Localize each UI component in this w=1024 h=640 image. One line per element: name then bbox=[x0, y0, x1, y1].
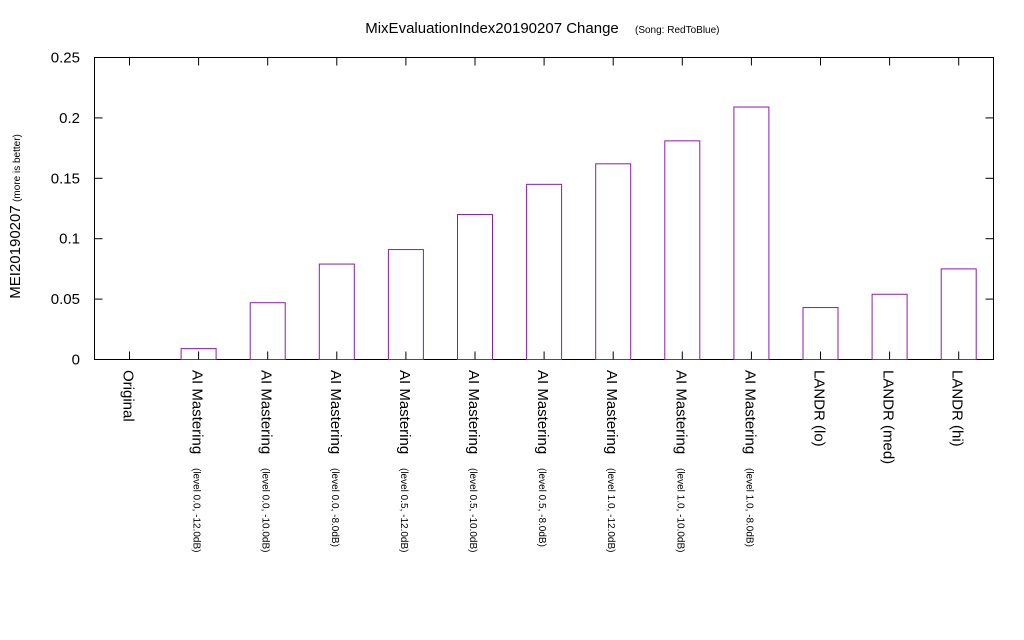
y-tick-label: 0.15 bbox=[51, 170, 80, 187]
bar bbox=[387, 249, 424, 361]
bar bbox=[733, 106, 770, 360]
bars bbox=[180, 106, 977, 361]
x-tick-sublabel: (level 0.5, -10.0dB) bbox=[467, 468, 478, 553]
bar bbox=[457, 214, 493, 360]
plot-frame bbox=[94, 57, 994, 360]
x-tick-sublabel: (level 1.0, -12.0dB) bbox=[605, 468, 616, 553]
bar bbox=[526, 183, 563, 360]
x-tick-label-group: AI Mastering (level 1.0, -8.0dB) bbox=[741, 370, 758, 547]
x-tick-label-group: AI Mastering (level 1.0, -12.0dB) bbox=[603, 370, 620, 553]
x-tick-sublabel: (level 0.0, -10.0dB) bbox=[260, 468, 271, 553]
x-tick-label-group: LANDR (lo) bbox=[811, 370, 828, 447]
x-tick-label-group: AI Mastering (level 0.5, -10.0dB) bbox=[465, 370, 482, 553]
x-tick-label: AI Mastering bbox=[327, 370, 344, 454]
x-tick-label: AI Mastering bbox=[258, 370, 275, 454]
x-tick-label: Original bbox=[120, 370, 137, 422]
y-axis-label: MEI20190207 bbox=[7, 205, 24, 298]
x-tick-label: AI Mastering bbox=[396, 370, 413, 454]
x-tick-sublabel: (level 1.0, -8.0dB) bbox=[743, 468, 754, 547]
bar bbox=[249, 302, 286, 360]
x-tick-label-group: AI Mastering (level 0.0, -8.0dB) bbox=[327, 370, 344, 547]
x-tick-label: LANDR (hi) bbox=[949, 370, 966, 447]
x-tick-sublabel: (level 0.0, -8.0dB) bbox=[329, 468, 340, 547]
x-tick-label-group: AI Mastering (level 0.0, -12.0dB) bbox=[189, 370, 206, 553]
y-tick-label: 0 bbox=[72, 352, 80, 369]
y-axis-label-note: (more is better) bbox=[12, 134, 23, 202]
x-tick-label: AI Mastering bbox=[603, 370, 620, 454]
bar bbox=[595, 163, 632, 360]
x-tick-label-group: LANDR (med) bbox=[880, 370, 897, 464]
y-axis: 0 0.05 0.1 0.15 0.2 0.25 bbox=[51, 50, 994, 369]
x-tick-sublabel: (level 0.5, -8.0dB) bbox=[536, 468, 547, 547]
x-tick-label: LANDR (med) bbox=[880, 370, 897, 464]
x-tick-label-group: AI Mastering (level 1.0, -10.0dB) bbox=[672, 370, 689, 553]
y-tick-label: 0.2 bbox=[59, 110, 80, 127]
bar bbox=[871, 293, 908, 361]
x-tick-label: AI Mastering bbox=[741, 370, 758, 454]
x-tick-label-group: LANDR (hi) bbox=[949, 370, 966, 447]
x-tick-label: AI Mastering bbox=[672, 370, 689, 454]
chart-title: MixEvaluationIndex20190207 Change bbox=[365, 20, 619, 37]
x-tick-sublabel: (level 1.0, -10.0dB) bbox=[674, 468, 685, 553]
y-tick-label: 0.1 bbox=[59, 231, 80, 248]
x-axis: Original AI Mastering (level 0.0, -12.0dB)… bbox=[120, 57, 966, 553]
x-tick-label-group: AI Mastering (level 0.5, -12.0dB) bbox=[396, 370, 413, 553]
bar bbox=[664, 140, 701, 360]
x-tick-label-group: AI Mastering (level 0.5, -8.0dB) bbox=[534, 370, 551, 547]
x-tick-label: AI Mastering bbox=[189, 370, 206, 454]
y-tick-label: 0.05 bbox=[51, 291, 80, 308]
y-axis-title: MEI20190207 (more is better) bbox=[7, 134, 24, 299]
x-tick-label: AI Mastering bbox=[465, 370, 482, 454]
x-tick-sublabel: (level 0.0, -12.0dB) bbox=[191, 468, 202, 553]
chart-subtitle: (Song: RedToBlue) bbox=[635, 25, 720, 36]
x-tick-label: AI Mastering bbox=[534, 370, 551, 454]
x-tick-label-group: Original bbox=[120, 370, 137, 422]
y-tick-label: 0.25 bbox=[51, 50, 80, 67]
x-tick-label-group: AI Mastering (level 0.0, -10.0dB) bbox=[258, 370, 275, 553]
bar bbox=[318, 263, 355, 360]
x-tick-sublabel: (level 0.5, -12.0dB) bbox=[398, 468, 409, 553]
bar bbox=[940, 268, 977, 360]
x-tick-label: LANDR (lo) bbox=[811, 370, 828, 447]
